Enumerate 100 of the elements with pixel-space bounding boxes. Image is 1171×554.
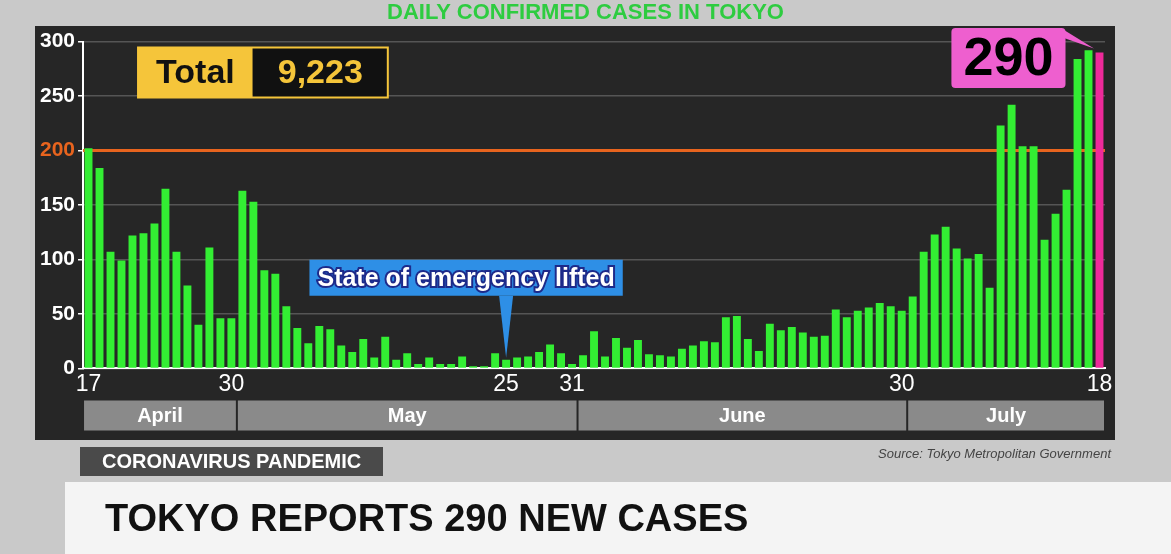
y-tick-label: 50 <box>51 300 76 324</box>
bar <box>743 338 752 368</box>
text: TOKYO REPORTS 290 NEW CASES <box>65 482 1171 554</box>
y-tick-label: 150 <box>39 191 76 215</box>
bar <box>293 328 302 368</box>
bar <box>754 350 763 368</box>
bar <box>227 318 236 368</box>
bar <box>359 338 368 368</box>
bar <box>666 356 675 368</box>
bar <box>656 355 664 368</box>
bar <box>952 248 961 368</box>
text: June <box>719 403 766 426</box>
bar <box>458 356 467 368</box>
x-tick-label: 30 <box>218 369 245 396</box>
bar <box>260 270 269 368</box>
bar <box>941 226 950 368</box>
bar <box>809 336 818 368</box>
chart-title: DAILY CONFIRMED CASES IN TOKYO <box>386 0 785 24</box>
bar <box>205 247 214 368</box>
bar <box>348 352 357 368</box>
bar <box>919 251 928 368</box>
x-tick-label: 18 <box>1086 369 1113 396</box>
bar <box>776 330 785 368</box>
text: CORONAVIRUS PANDEMIC <box>80 447 384 476</box>
bar <box>634 340 642 368</box>
bar <box>787 327 796 368</box>
bar <box>579 355 587 368</box>
y-tick-label: 200 <box>39 137 76 161</box>
y-tick-label: 0 <box>63 355 76 379</box>
bar <box>688 345 697 368</box>
text: April <box>137 403 183 426</box>
bar <box>601 356 609 368</box>
bar <box>172 251 181 368</box>
bar <box>183 285 192 368</box>
bar <box>1029 146 1038 368</box>
bar <box>568 364 576 368</box>
bar <box>513 357 522 368</box>
text: May <box>387 403 428 426</box>
bar <box>765 323 774 368</box>
bar <box>831 309 840 368</box>
bar <box>436 364 445 368</box>
bar <box>414 364 423 368</box>
bar <box>677 348 686 368</box>
bar <box>304 343 313 368</box>
bar <box>502 359 511 368</box>
bar <box>425 357 434 368</box>
bar <box>535 352 544 368</box>
bar <box>216 318 225 368</box>
bar <box>546 344 555 368</box>
bar <box>864 307 873 368</box>
bar <box>974 254 983 368</box>
bar <box>249 201 258 368</box>
bar <box>1040 239 1049 368</box>
bar <box>1018 146 1027 368</box>
bar <box>875 303 884 368</box>
bar <box>524 356 533 368</box>
x-tick-label: 17 <box>75 369 102 396</box>
bar <box>392 359 401 368</box>
bar <box>853 310 862 368</box>
bar <box>732 316 741 368</box>
y-tick-label: 250 <box>39 82 76 106</box>
bar <box>897 310 906 368</box>
bar <box>985 287 994 368</box>
bar <box>996 125 1005 368</box>
bar <box>161 188 170 368</box>
text: Total 9,223 <box>156 51 363 90</box>
bar <box>963 258 972 368</box>
bar <box>491 353 500 368</box>
bar <box>447 364 456 368</box>
source-note: Source: Tokyo Metropolitan Government <box>878 446 1111 461</box>
bar <box>721 317 730 368</box>
bar <box>238 190 247 368</box>
bar <box>842 317 851 368</box>
bar <box>612 337 620 368</box>
y-tick-label: 300 <box>39 28 76 52</box>
bar <box>271 273 280 368</box>
text: July <box>986 403 1027 426</box>
annotation: State of emergency lifted <box>317 262 615 291</box>
bar <box>710 342 719 368</box>
bar <box>908 296 917 368</box>
bar <box>590 331 598 368</box>
annotation: 290 <box>963 25 1054 86</box>
bar <box>645 354 653 368</box>
bar <box>930 234 939 368</box>
bar <box>370 357 379 368</box>
x-tick-label: 31 <box>559 369 585 396</box>
bar <box>194 324 203 368</box>
bar <box>623 347 631 368</box>
y-tick-label: 100 <box>39 246 76 270</box>
bar <box>1007 104 1016 368</box>
bar <box>337 345 346 368</box>
bar <box>381 336 390 368</box>
bar <box>315 325 324 368</box>
bar <box>699 341 708 368</box>
x-tick-label: 25 <box>493 369 519 396</box>
bar <box>326 329 335 368</box>
bar <box>886 306 895 368</box>
bar <box>282 306 291 368</box>
bar <box>798 332 807 368</box>
bar <box>557 353 566 368</box>
